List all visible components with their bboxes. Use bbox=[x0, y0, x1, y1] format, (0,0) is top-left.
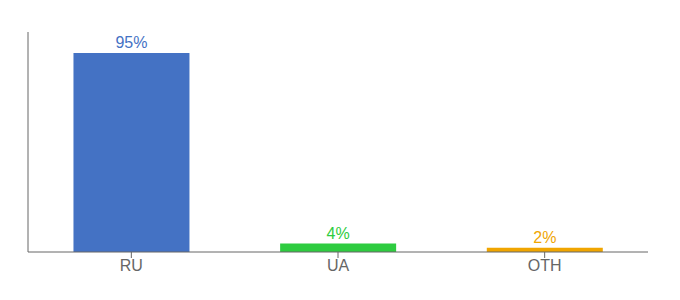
svg-text:95%: 95% bbox=[115, 34, 147, 51]
svg-text:OTH: OTH bbox=[528, 257, 562, 274]
svg-text:2%: 2% bbox=[533, 229, 556, 246]
svg-text:4%: 4% bbox=[327, 225, 350, 242]
svg-text:RU: RU bbox=[120, 257, 143, 274]
svg-text:UA: UA bbox=[327, 257, 350, 274]
